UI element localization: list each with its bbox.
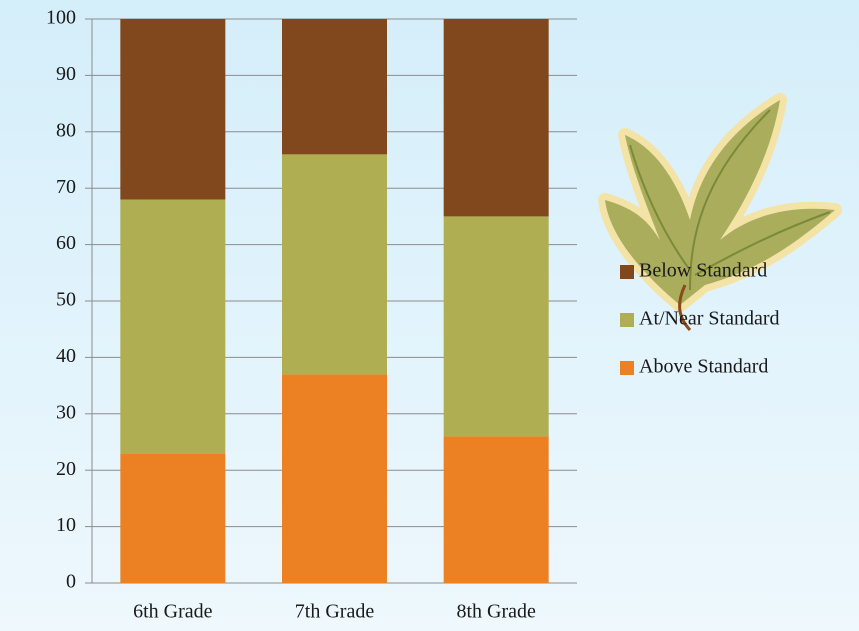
- y-tick-label: 30: [56, 401, 76, 423]
- x-tick-label: 7th Grade: [295, 601, 375, 623]
- x-tick-label: 8th Grade: [456, 601, 536, 623]
- y-tick-label: 10: [56, 514, 76, 536]
- y-tick-label: 0: [66, 571, 76, 593]
- bar-segment: [282, 19, 387, 155]
- legend-label: Below Standard: [639, 260, 767, 282]
- y-tick-label: 80: [56, 119, 76, 141]
- legend-label: At/Near Standard: [639, 308, 780, 330]
- legend-swatch: [620, 265, 634, 279]
- bar-segment: [282, 374, 387, 583]
- bar-segment: [443, 216, 549, 437]
- y-tick-label: 100: [46, 7, 76, 29]
- bar-segment: [443, 19, 549, 217]
- plot: 0 10 20 30 40 50 60 70 80 90 100 6th Grade 7th Grade…: [46, 7, 577, 623]
- y-tick-label: 60: [56, 232, 76, 254]
- y-tick-label: 40: [56, 345, 76, 367]
- legend-swatch: [620, 313, 634, 327]
- y-tick-label: 50: [56, 289, 76, 311]
- y-tick-label: 20: [56, 458, 76, 480]
- bar-segment: [120, 199, 226, 454]
- legend-swatch: [620, 361, 634, 375]
- y-tick-label: 90: [56, 63, 76, 85]
- bar-segment: [282, 154, 387, 375]
- y-tick-label: 70: [56, 176, 76, 198]
- bar-segment: [443, 436, 549, 583]
- bar-segment: [120, 19, 226, 200]
- bar-segment: [120, 453, 226, 583]
- leaf-decoration: [598, 93, 842, 332]
- x-tick-label: 6th Grade: [133, 601, 213, 623]
- legend-label: Above Standard: [639, 356, 768, 378]
